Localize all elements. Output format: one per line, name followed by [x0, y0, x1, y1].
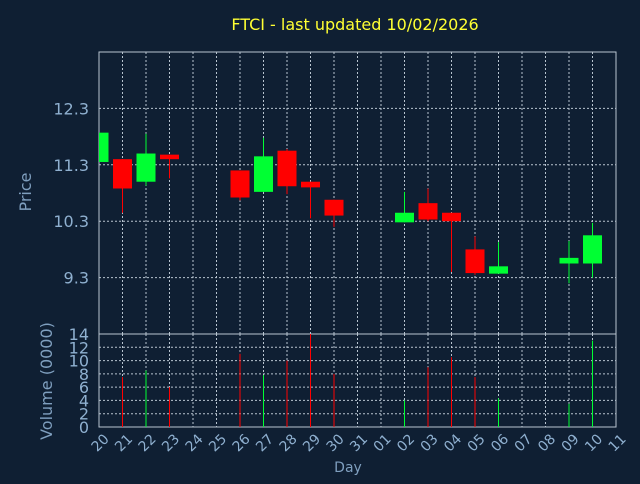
candle: [113, 159, 132, 213]
candle: [442, 212, 461, 272]
x-tick-label: 11: [606, 431, 630, 455]
volume-panel: [122, 334, 593, 427]
chart-title: FTCI - last updated 10/02/2026: [231, 15, 478, 34]
x-tick-label: 20: [89, 431, 113, 455]
x-tick-label: 06: [488, 431, 512, 455]
candle-body: [230, 170, 250, 198]
x-tick-label: 05: [465, 431, 489, 455]
candle: [324, 199, 344, 227]
x-tick-label: 08: [535, 431, 559, 455]
x-tick-label: 30: [324, 431, 348, 455]
volume-tick-label: 4: [79, 391, 89, 410]
x-tick-label: 27: [253, 431, 277, 455]
volume-tick-label: 6: [79, 378, 89, 397]
candle-body: [442, 212, 461, 222]
x-axis-label: Day: [334, 460, 362, 476]
volume-tick-label: 0: [79, 418, 89, 437]
x-tick-label: 01: [371, 431, 395, 455]
x-tick-label: 09: [559, 431, 583, 455]
x-tick-label: 02: [394, 431, 418, 455]
candle: [160, 154, 179, 179]
candle: [583, 222, 602, 278]
x-tick-label: 24: [183, 431, 207, 455]
x-tick-label: 31: [347, 431, 371, 455]
price-tick-label: 10.3: [53, 212, 89, 231]
candle-body: [489, 266, 508, 274]
candle-body: [465, 249, 485, 274]
candle: [99, 132, 109, 162]
candle: [559, 240, 579, 284]
x-tick-label: 21: [112, 431, 136, 455]
volume-tick-label: 2: [79, 405, 89, 424]
volume-tick-label: 12: [69, 338, 89, 357]
candle-body: [160, 154, 179, 160]
grid-layer: [98, 51, 617, 428]
candle-body: [559, 257, 579, 264]
candle-body: [324, 199, 344, 216]
x-tick-label: 10: [582, 431, 606, 455]
x-tick-label: 03: [418, 431, 442, 455]
candle: [489, 242, 508, 274]
x-tick-label: 26: [230, 431, 254, 455]
volume-axis-label: Volume (0000): [37, 322, 56, 440]
price-tick-label: 9.3: [64, 269, 89, 288]
volume-tick-label: 14: [69, 325, 89, 344]
x-tick-label: 25: [206, 431, 230, 455]
x-tick-label: 23: [159, 431, 183, 455]
volume-tick-label: 8: [79, 365, 89, 384]
candles-group: [99, 132, 602, 284]
candle-body: [418, 203, 438, 220]
candle-body: [277, 150, 297, 187]
x-tick-label: 07: [512, 431, 536, 455]
candle: [254, 137, 273, 192]
x-tick-label: 28: [277, 431, 301, 455]
price-panel: [99, 132, 602, 284]
candle-body: [136, 153, 156, 182]
candle-body: [395, 212, 414, 223]
price-axis-label: Price: [16, 172, 35, 211]
x-tick-label: 22: [136, 431, 160, 455]
candle-body: [583, 235, 602, 264]
candle: [418, 188, 438, 222]
candle: [465, 236, 485, 275]
candle-body: [301, 181, 320, 188]
price-tick-label: 11.3: [53, 156, 89, 175]
candle: [136, 133, 156, 186]
x-tick-label: 04: [441, 431, 465, 455]
price-tick-label: 12.3: [53, 99, 89, 118]
candle-body: [113, 159, 132, 189]
x-tick-label: 29: [300, 431, 324, 455]
candle: [277, 149, 297, 195]
candle-body: [99, 132, 109, 162]
candle-body: [254, 156, 273, 192]
volume-tick-label: 10: [69, 352, 89, 371]
candle: [230, 170, 250, 201]
candle: [301, 181, 320, 219]
candle: [395, 191, 414, 223]
